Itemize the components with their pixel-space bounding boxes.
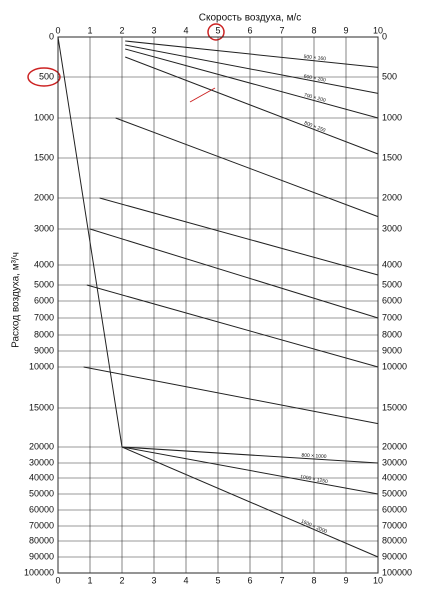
x-tick-label: 10	[373, 25, 383, 35]
y-tick-label: 8000	[382, 329, 402, 339]
y-tick-label: 4000	[34, 259, 54, 269]
y-tick-label: 1500	[382, 152, 402, 162]
x-tick-label: 7	[279, 25, 284, 35]
y-tick-label: 15000	[382, 402, 407, 412]
y-tick-label: 30000	[382, 457, 407, 467]
y-tick-label: 500	[382, 71, 397, 81]
x-tick-label: 8	[311, 25, 316, 35]
x-tick-label: 5	[215, 575, 220, 585]
x-tick-label: 9	[343, 575, 348, 585]
y-tick-label: 6000	[34, 295, 54, 305]
x-tick-label: 1	[87, 575, 92, 585]
x-tick-label: 2	[119, 25, 124, 35]
y-tick-label: 7000	[382, 312, 402, 322]
duct-line	[99, 197, 379, 276]
y-tick-label: 80000	[382, 535, 407, 545]
duct-line	[89, 228, 379, 319]
y-tick-label: 20000	[382, 441, 407, 451]
y-tick-label: 60000	[29, 504, 54, 514]
y-axis-title: Расход воздуха, м³/ч	[11, 252, 22, 348]
y-tick-label: 60000	[382, 504, 407, 514]
x-tick-label: 6	[247, 575, 252, 585]
y-tick-label: 500	[39, 71, 54, 81]
duct-line	[83, 366, 379, 425]
y-tick-label: 40000	[382, 472, 407, 482]
x-tick-label: 8	[311, 575, 316, 585]
x-tick-label: 9	[343, 25, 348, 35]
y-tick-label: 50000	[382, 488, 407, 498]
line-label: 800 × 250	[303, 120, 326, 134]
y-tick-label: 100000	[382, 567, 412, 577]
y-tick-label: 0	[49, 31, 54, 41]
y-tick-label: 1500	[34, 152, 54, 162]
y-tick-label: 3000	[34, 223, 54, 233]
y-tick-label: 80000	[29, 535, 54, 545]
x-tick-label: 3	[151, 25, 156, 35]
y-tick-label: 4000	[382, 259, 402, 269]
y-tick-label: 90000	[29, 551, 54, 561]
duct-line	[125, 40, 379, 68]
line-label: 1000 × 1250	[300, 474, 329, 485]
x-tick-label: 0	[55, 25, 60, 35]
y-tick-label: 9000	[382, 345, 402, 355]
y-tick-label: 5000	[34, 279, 54, 289]
y-tick-label: 10000	[382, 361, 407, 371]
y-tick-label: 30000	[29, 457, 54, 467]
duct-line	[125, 48, 379, 119]
duct-line	[121, 446, 379, 495]
x-tick-label: 4	[183, 25, 188, 35]
duct-line	[115, 117, 379, 218]
y-tick-label: 10000	[29, 361, 54, 371]
x-tick-label: 3	[151, 575, 156, 585]
x-tick-label: 0	[55, 575, 60, 585]
y-tick-label: 70000	[382, 520, 407, 530]
duct-line	[121, 446, 379, 558]
y-tick-label: 5000	[382, 279, 402, 289]
y-tick-label: 0	[382, 31, 387, 41]
y-tick-label: 9000	[34, 345, 54, 355]
x-tick-label: 5	[215, 25, 220, 35]
y-tick-label: 6000	[382, 295, 402, 305]
y-tick-label: 2000	[382, 192, 402, 202]
highlight-circle	[207, 23, 225, 41]
x-tick-label: 6	[247, 25, 252, 35]
y-tick-label: 40000	[29, 472, 54, 482]
y-tick-label: 7000	[34, 312, 54, 322]
x-tick-label: 10	[373, 575, 383, 585]
duct-line	[86, 284, 379, 368]
y-tick-label: 100000	[24, 567, 54, 577]
duct-line	[121, 446, 379, 464]
x-tick-label: 4	[183, 575, 188, 585]
y-tick-label: 8000	[34, 329, 54, 339]
y-tick-label: 50000	[29, 488, 54, 498]
x-tick-label: 7	[279, 575, 284, 585]
line-label: 700 × 200	[303, 92, 326, 104]
chart-title: Скорость воздуха, м/с	[199, 13, 301, 24]
y-tick-label: 3000	[382, 223, 402, 233]
duct-line	[125, 56, 379, 155]
y-tick-label: 90000	[382, 551, 407, 561]
y-tick-label: 1000	[382, 112, 402, 122]
line-label: 500 × 160	[303, 54, 326, 62]
y-tick-label: 70000	[29, 520, 54, 530]
line-label: 600 × 200	[303, 74, 326, 84]
y-tick-label: 15000	[29, 402, 54, 412]
y-tick-label: 20000	[29, 441, 54, 451]
x-tick-label: 1	[87, 25, 92, 35]
duct-line	[57, 36, 123, 448]
y-tick-label: 2000	[34, 192, 54, 202]
duct-line	[125, 44, 379, 94]
line-label: 800 × 1000	[301, 453, 327, 461]
y-tick-label: 1000	[34, 112, 54, 122]
x-tick-label: 2	[119, 575, 124, 585]
